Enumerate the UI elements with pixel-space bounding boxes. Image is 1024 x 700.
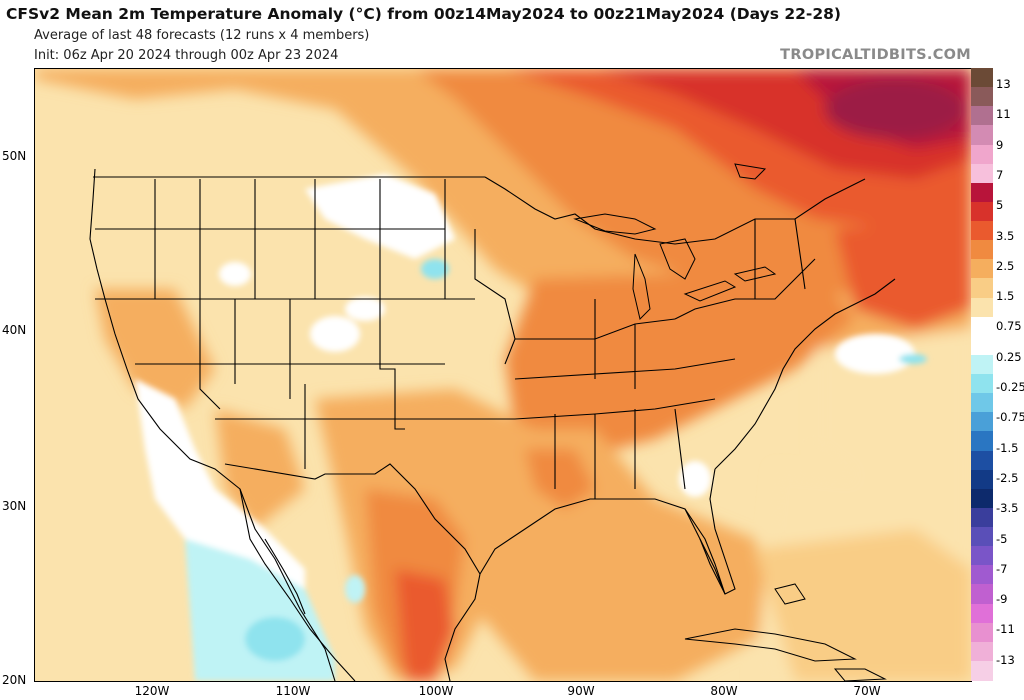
colorbar-segment xyxy=(971,125,993,145)
colorbar-label: -9 xyxy=(996,592,1008,607)
colorbar-label: 3.5 xyxy=(996,228,1015,243)
colorbar-label: -7 xyxy=(996,561,1008,576)
colorbar-segment xyxy=(971,354,993,375)
colorbar-segment xyxy=(971,221,993,241)
colorbar-segment xyxy=(971,393,993,413)
colorbar-segment xyxy=(971,106,993,126)
colorbar-segment xyxy=(971,374,993,394)
colorbar-label: -2.5 xyxy=(996,470,1019,485)
lon-label-100w: 100W xyxy=(418,684,454,698)
colorbar-segment xyxy=(971,335,993,356)
map-title: CFSv2 Mean 2m Temperature Anomaly (°C) f… xyxy=(6,5,842,23)
boundaries xyxy=(89,168,896,681)
colorbar-segment xyxy=(971,316,993,337)
colorbar-label: -1.5 xyxy=(996,440,1019,455)
colorbar-segment xyxy=(971,87,993,107)
colorbar-label: -0.25 xyxy=(996,380,1024,394)
colorbar-segment xyxy=(971,660,993,681)
colorbar-label: 11 xyxy=(996,107,1011,122)
lat-label-40n: 40N xyxy=(2,323,27,337)
map-canvas xyxy=(35,69,971,681)
colorbar-label: -0.75 xyxy=(996,410,1024,425)
colorbar-segment xyxy=(971,546,993,566)
colorbar-label: -3.5 xyxy=(996,501,1019,516)
colorbar-segment xyxy=(971,488,993,509)
anomaly-fields xyxy=(35,69,971,681)
colorbar-label: 13 xyxy=(996,77,1011,91)
init-time: Init: 06z Apr 20 2024 through 00z Apr 23… xyxy=(34,48,339,63)
colorbar-segment xyxy=(971,201,993,222)
anomaly-map xyxy=(34,68,972,682)
colorbar-segment xyxy=(971,412,993,432)
colorbar-segment xyxy=(971,68,993,88)
colorbar-segment xyxy=(971,278,993,298)
colorbar-label: 7 xyxy=(996,167,1004,182)
colorbar-segment xyxy=(971,182,993,203)
colorbar-segment xyxy=(971,450,993,471)
colorbar-label: 2.5 xyxy=(996,258,1015,273)
lon-label-70w: 70W xyxy=(853,684,881,698)
colorbar-label: 1.5 xyxy=(996,289,1015,304)
colorbar-segment xyxy=(971,144,993,165)
colorbar-segment xyxy=(971,240,993,260)
colorbar-segment xyxy=(971,297,993,318)
subtitle: Average of last 48 forecasts (12 runs x … xyxy=(34,28,370,43)
lon-label-110w: 110W xyxy=(275,684,311,698)
lat-label-50n: 50N xyxy=(2,149,27,163)
colorbar-segment xyxy=(971,259,993,279)
great-lakes xyxy=(573,163,777,320)
colorbar-label: -5 xyxy=(996,531,1008,546)
neutral-and-cool-areas xyxy=(135,174,927,681)
lon-label-120w: 120W xyxy=(134,684,170,698)
colorbar-segment xyxy=(971,469,993,490)
brand-watermark: TROPICALTIDBITS.COM xyxy=(780,47,971,63)
colorbar-segment xyxy=(971,163,993,184)
colorbar-label: -11 xyxy=(996,622,1015,637)
colorbar-label: 9 xyxy=(996,137,1004,152)
colorbar xyxy=(971,68,993,681)
lat-label-20n: 20N xyxy=(2,673,27,687)
colorbar-label: -13 xyxy=(996,652,1015,667)
lon-label-90w: 90W xyxy=(567,684,595,698)
colorbar-segment xyxy=(971,622,993,643)
lat-label-30n: 30N xyxy=(2,499,27,513)
colorbar-segment xyxy=(971,565,993,585)
colorbar-label: 0.75 xyxy=(996,319,1022,334)
colorbar-segment xyxy=(971,584,993,604)
colorbar-segment xyxy=(971,507,993,528)
colorbar-segment xyxy=(971,431,993,451)
lon-label-80w: 80W xyxy=(710,684,738,698)
colorbar-label: 0.25 xyxy=(996,349,1022,364)
colorbar-segment xyxy=(971,527,993,547)
colorbar-label: 5 xyxy=(996,198,1004,213)
caribbean-islands xyxy=(684,583,887,681)
colorbar-segment xyxy=(971,641,993,662)
colorbar-segment xyxy=(971,603,993,624)
